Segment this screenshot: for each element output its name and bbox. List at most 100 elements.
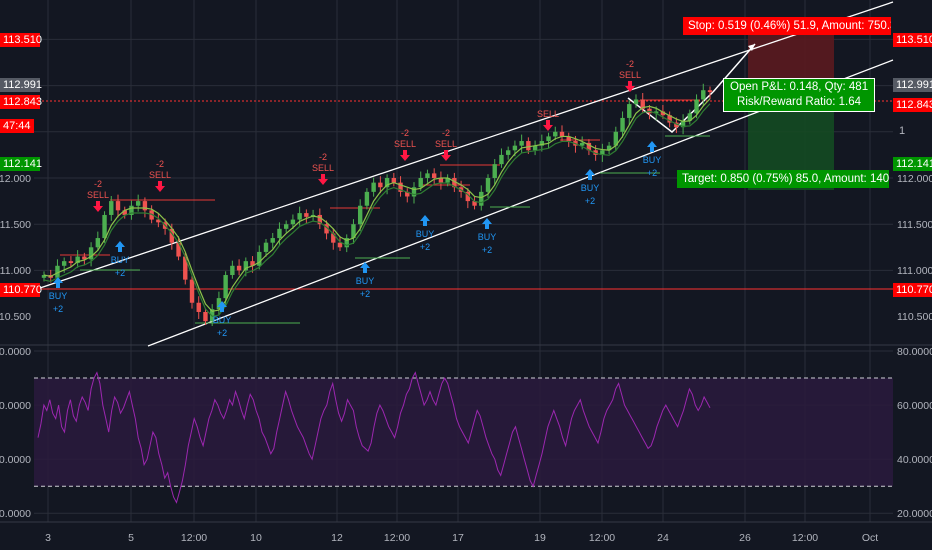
- candle-body-10: [109, 201, 114, 215]
- buy-arrow-7: [647, 141, 657, 152]
- candle-body-2: [55, 265, 60, 278]
- candle-body-74: [539, 141, 545, 146]
- candle-body-76: [553, 131, 558, 137]
- candle-body-85: [613, 131, 619, 146]
- candle-body-87: [627, 104, 632, 118]
- countdown-label-left: 47:44: [0, 119, 34, 133]
- forecast-arrow-line: [712, 43, 756, 93]
- moving-averages: [43, 98, 711, 317]
- candle-body-23: [196, 302, 201, 312]
- buy-arrow-1: [115, 241, 125, 252]
- buy-label-7: BUY: [643, 155, 662, 165]
- x-tick-12: Oct: [862, 532, 878, 544]
- price-tick-left-2: 111.000: [0, 265, 31, 277]
- candle-body-93: [667, 115, 672, 123]
- candle-body-33: [263, 242, 269, 252]
- candle-body-5: [75, 256, 80, 264]
- candle-body-17: [156, 219, 161, 223]
- candle-body-19: [169, 228, 175, 243]
- candle-body-75: [546, 136, 551, 142]
- stop-price-label-right: 112.843: [893, 98, 932, 112]
- candle-body-69: [505, 150, 511, 155]
- target-price-label-left: 112.141: [0, 157, 42, 171]
- rsi-tick-right-3: 20.0000: [897, 508, 932, 520]
- candle-body-46: [351, 224, 356, 239]
- price-tick-right-2: 111.000: [897, 265, 932, 277]
- candle-body-0: [41, 275, 47, 278]
- candle-body-78: [566, 136, 571, 142]
- candle-body-83: [600, 150, 605, 155]
- rsi-tick-left-1: 60.0000: [0, 400, 31, 412]
- rsi-tick-right-0: 80.0000: [897, 346, 932, 358]
- candle-body-36: [283, 224, 289, 229]
- candle-body-21: [183, 256, 188, 280]
- price-tick-right-0: 112.000: [897, 173, 932, 185]
- sell-label-3: SELL: [394, 139, 416, 149]
- candle-body-11: [115, 201, 121, 211]
- buy-qty-0: +2: [53, 304, 63, 314]
- candle-body-99: [707, 90, 713, 93]
- last-price-label-right: 112.991: [893, 78, 932, 92]
- sell-qty-4: -2: [442, 128, 450, 138]
- target-info-box[interactable]: Target: 0.850 (0.75%) 85.0, Amount: 1408: [677, 170, 889, 188]
- price-tick-left-1: 111.500: [0, 219, 31, 231]
- price-tick-left-3: 110.500: [0, 311, 31, 323]
- buy-qty-5: +2: [482, 245, 492, 255]
- buy-label-5: BUY: [478, 232, 497, 242]
- stop-info-box[interactable]: Stop: 0.519 (0.46%) 51.9, Amount: 750.3: [683, 17, 891, 35]
- candle-body-80: [579, 142, 585, 146]
- price-tick-right-1: 111.500: [897, 219, 932, 231]
- candle-body-54: [405, 191, 410, 197]
- price-tick-left-0: 112.000: [0, 173, 31, 185]
- candle-body-25: [209, 309, 215, 322]
- candle-body-67: [492, 164, 497, 178]
- sell-arrow-6: [625, 81, 635, 92]
- x-tick-3: 10: [250, 532, 262, 544]
- candle-body-60: [445, 178, 450, 183]
- pnl-info-box[interactable]: Open P&L: 0.148, Qty: 481 Risk/Reward Ra…: [723, 78, 876, 112]
- candle-body-22: [189, 279, 195, 303]
- candle-body-27: [223, 275, 228, 299]
- candle-body-16: [149, 210, 154, 220]
- signal-step-lines: [60, 99, 710, 324]
- candle-body-48: [364, 191, 370, 206]
- candle-body-88: [633, 99, 639, 105]
- candle-body-9: [102, 214, 107, 239]
- candle-body-30: [243, 261, 249, 271]
- rsi-panel: [34, 371, 893, 504]
- candle-body-71: [519, 141, 524, 146]
- candle-body-94: [674, 122, 679, 128]
- sell-label-5: SELL: [537, 109, 559, 119]
- candle-body-20: [176, 242, 181, 257]
- candle-body-12: [122, 210, 127, 215]
- candle-body-55: [411, 187, 417, 197]
- buy-qty-3: +2: [360, 289, 370, 299]
- x-tick-5: 12:00: [384, 532, 410, 544]
- candle-body-95: [680, 120, 686, 128]
- candle-body-59: [438, 178, 444, 183]
- candle-body-7: [88, 247, 94, 260]
- candle-body-28: [230, 265, 235, 276]
- candle-body-96: [687, 113, 693, 121]
- candle-body-64: [472, 201, 477, 206]
- rsi-band-fill: [34, 378, 893, 487]
- last-price-label-left: 112.991: [0, 78, 42, 92]
- candle-body-89: [640, 99, 645, 109]
- sell-arrow-2: [318, 174, 328, 185]
- candle-body-15: [142, 201, 148, 211]
- candle-body-8: [95, 238, 101, 248]
- sell-label-0: SELL: [87, 190, 109, 200]
- x-tick-1: 5: [128, 532, 134, 544]
- sell-label-1: SELL: [149, 170, 171, 180]
- rsi-tick-left-2: 40.0000: [0, 454, 31, 466]
- candle-body-43: [331, 233, 336, 243]
- buy-qty-6: +2: [585, 196, 595, 206]
- candle-body-53: [398, 182, 403, 192]
- sell-arrow-4: [441, 150, 451, 161]
- candle-body-4: [68, 261, 74, 264]
- candle-body-68: [499, 154, 504, 165]
- candle-body-3: [61, 261, 67, 266]
- rsi-line: [37, 371, 711, 504]
- candle-body-61: [452, 178, 457, 188]
- candle-body-58: [431, 173, 437, 178]
